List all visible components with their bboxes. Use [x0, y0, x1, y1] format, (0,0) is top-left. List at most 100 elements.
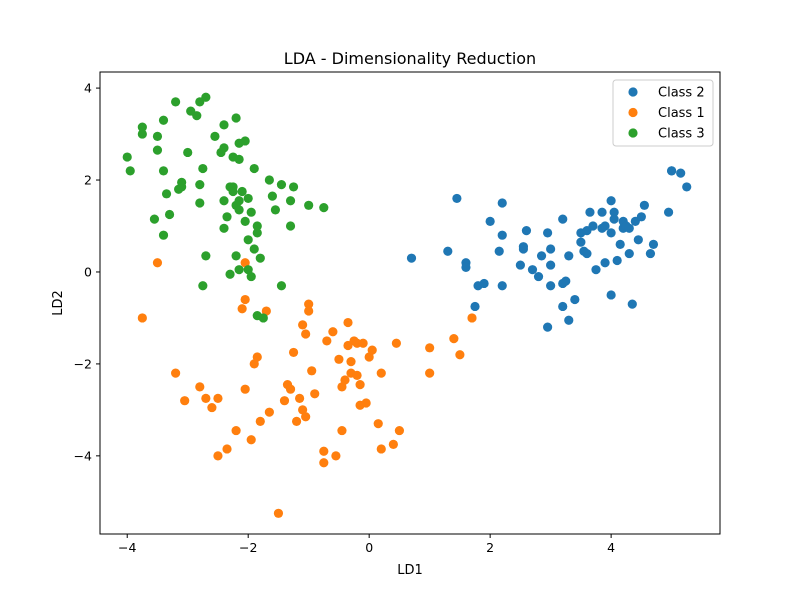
data-point: [307, 366, 317, 376]
data-point: [352, 370, 362, 380]
data-point: [588, 221, 598, 231]
data-point: [255, 416, 265, 426]
data-point: [228, 182, 238, 192]
data-point: [304, 299, 314, 309]
data-point: [585, 207, 595, 217]
x-tick-label: 4: [607, 540, 615, 555]
data-point: [479, 278, 489, 289]
data-point: [461, 262, 471, 272]
data-point: [298, 320, 308, 330]
data-point: [240, 384, 250, 394]
data-point: [264, 407, 274, 417]
data-point: [543, 228, 553, 238]
data-point: [249, 163, 259, 174]
data-point: [561, 276, 571, 286]
data-point: [249, 359, 259, 369]
legend-marker: [628, 87, 638, 97]
data-point: [527, 265, 538, 275]
data-point: [376, 444, 386, 454]
data-point: [636, 212, 646, 222]
data-point: [301, 412, 311, 422]
data-point: [576, 237, 586, 247]
data-point: [180, 396, 190, 406]
data-point: [536, 251, 547, 261]
data-point: [515, 260, 525, 270]
data-point: [291, 416, 302, 426]
data-point: [240, 258, 250, 268]
data-point: [279, 396, 290, 406]
x-axis-label: LD1: [397, 563, 423, 578]
data-point: [164, 209, 175, 220]
data-point: [240, 294, 250, 305]
data-point: [137, 129, 147, 139]
data-point: [195, 382, 205, 392]
data-point: [246, 435, 256, 445]
data-point: [310, 389, 320, 399]
data-point: [564, 251, 574, 261]
data-point: [234, 196, 244, 206]
data-point: [171, 368, 181, 378]
data-point: [219, 143, 229, 153]
plot-frame: [99, 71, 721, 535]
data-point: [449, 334, 459, 344]
data-point: [231, 251, 241, 261]
data-point: [237, 186, 247, 197]
data-point: [609, 207, 619, 217]
data-point: [533, 271, 544, 282]
data-point: [137, 122, 147, 132]
data-point: [234, 205, 244, 215]
data-point: [301, 329, 311, 339]
legend-marker: [628, 128, 638, 138]
data-point: [255, 253, 265, 263]
data-point: [591, 265, 601, 275]
data-point: [322, 336, 332, 346]
x-tick-label: 2: [486, 540, 494, 555]
data-point: [425, 343, 435, 353]
data-point: [288, 347, 299, 358]
data-point: [667, 166, 677, 176]
data-point: [237, 304, 247, 314]
legend-box: [612, 79, 714, 147]
data-point: [612, 255, 622, 266]
data-point: [125, 166, 135, 176]
data-point: [355, 380, 365, 390]
data-point: [231, 425, 241, 436]
data-point: [364, 352, 374, 362]
data-point: [600, 221, 610, 231]
legend-label: Class 2: [658, 86, 705, 101]
data-point: [606, 228, 616, 238]
data-point: [285, 384, 296, 394]
data-point: [558, 301, 568, 312]
data-point: [198, 281, 208, 291]
data-point: [518, 244, 529, 254]
data-point: [319, 203, 329, 213]
data-point: [388, 439, 398, 449]
data-point: [152, 131, 163, 141]
data-point: [624, 248, 634, 259]
data-point: [676, 168, 686, 178]
data-point: [219, 196, 229, 206]
data-point: [494, 246, 504, 256]
data-point: [346, 357, 356, 367]
data-point: [391, 338, 401, 348]
data-point: [570, 294, 580, 305]
data-point: [222, 444, 232, 454]
data-point: [358, 338, 368, 348]
data-point: [219, 223, 229, 233]
data-point: [663, 207, 674, 217]
data-point: [243, 265, 253, 275]
x-tick-label: 0: [365, 540, 373, 555]
data-point: [373, 419, 383, 429]
data-point: [158, 115, 169, 125]
data-point: [343, 317, 353, 328]
data-point: [171, 97, 181, 107]
data-point: [546, 244, 556, 254]
data-point: [249, 244, 259, 254]
data-point: [361, 398, 371, 408]
data-point: [240, 216, 250, 226]
data-point: [270, 205, 281, 215]
data-point: [258, 313, 268, 323]
legend: Class 2 Class 1 Class 3: [612, 79, 714, 147]
data-point: [252, 228, 262, 238]
